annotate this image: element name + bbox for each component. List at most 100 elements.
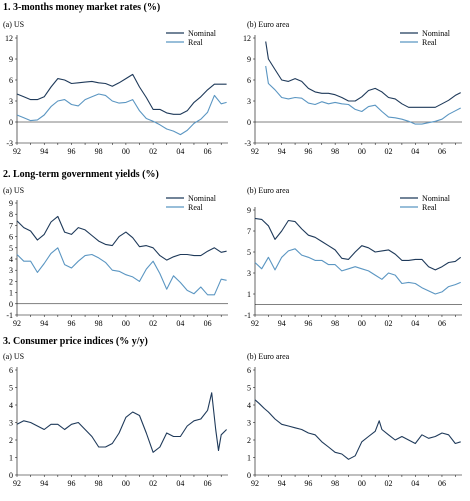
y-tick-label: -3 <box>6 139 13 148</box>
chart-panel-4: (b) Euro area -1 1 3 5 7 9 92 94 96 98 00 02 04 06 Nomi… <box>244 186 462 328</box>
x-tick-label: 00 <box>358 147 366 156</box>
x-tick-label: 92 <box>251 147 259 156</box>
x-tick-label: 04 <box>411 319 419 328</box>
series-line-real <box>16 93 227 136</box>
y-tick-label: 9 <box>9 199 13 208</box>
legend-label: Nominal <box>188 194 217 203</box>
y-tick-label: 3 <box>9 266 13 275</box>
y-tick-label: 9 <box>9 55 13 64</box>
x-tick-label: 06 <box>204 479 212 488</box>
chart-panel-3: (a) US -1 0 1 2 3 4 5 6 7 8 9 92 94 96 98 00 02 04 06 Nomina… <box>3 186 228 328</box>
x-tick-label: 06 <box>438 147 446 156</box>
chart-panel-5: (a) US 0 1 2 3 4 5 6 92 94 96 98 00 02 04 06 <box>3 352 228 488</box>
x-tick-label: 00 <box>122 319 130 328</box>
y-tick-label: 5 <box>247 384 251 393</box>
x-tick-label: 94 <box>40 147 48 156</box>
y-tick-label: 3 <box>247 419 251 428</box>
y-tick-label: 5 <box>9 384 13 393</box>
series-line-real <box>16 247 227 296</box>
x-tick-label: 92 <box>13 319 21 328</box>
y-tick-label: 8 <box>9 210 13 219</box>
y-tick-label: 2 <box>247 436 251 445</box>
x-tick-label: 94 <box>278 147 286 156</box>
y-tick-label: 1 <box>9 454 13 463</box>
x-tick-label: 00 <box>122 147 130 156</box>
series-line-real <box>265 65 461 125</box>
legend-label: Real <box>188 38 203 47</box>
x-tick-label: 06 <box>438 479 446 488</box>
y-tick-label: 0 <box>9 471 13 480</box>
y-tick-label: 4 <box>247 401 251 410</box>
panel-subtitle: (a) US <box>3 186 24 195</box>
x-tick-label: 02 <box>149 479 157 488</box>
y-tick-label: 5 <box>247 248 251 257</box>
panel-subtitle: (b) Euro area <box>247 352 290 361</box>
x-tick-label: 96 <box>67 319 75 328</box>
legend-label: Real <box>422 38 437 47</box>
legend-label: Nominal <box>422 29 451 38</box>
panel-subtitle: (a) US <box>3 20 24 29</box>
y-tick-label: -1 <box>6 311 13 320</box>
x-tick-label: 98 <box>331 147 339 156</box>
legend-label: Real <box>188 203 203 212</box>
series-line-nominal <box>16 73 227 115</box>
chart-panel-1: (a) US -3 0 3 6 9 12 92 94 96 98 00 02 04 06 NominalRea… <box>3 20 228 156</box>
x-tick-label: 00 <box>358 319 366 328</box>
y-tick-label: 12 <box>243 34 251 43</box>
x-tick-label: 00 <box>122 479 130 488</box>
series-line-nominal <box>254 217 462 271</box>
section-1-title: 1. 3-months money market rates (%) <box>3 2 161 13</box>
chart-panel-6: (b) Euro area 0 1 2 3 4 5 6 92 94 96 98 00 02 04 06 <box>247 352 462 488</box>
x-tick-label: 92 <box>13 147 21 156</box>
x-tick-label: 96 <box>67 479 75 488</box>
x-tick-label: 98 <box>95 147 103 156</box>
section-3-title: 3. Consumer price indices (% y/y) <box>3 336 148 347</box>
x-tick-label: 04 <box>176 319 184 328</box>
y-tick-label: 12 <box>5 34 13 43</box>
x-tick-label: 96 <box>304 479 312 488</box>
y-tick-label: -3 <box>244 139 251 148</box>
y-tick-label: 6 <box>247 366 251 375</box>
x-tick-label: 02 <box>385 319 393 328</box>
x-tick-label: 92 <box>251 319 259 328</box>
y-tick-label: -1 <box>244 311 251 320</box>
y-tick-label: 1 <box>9 289 13 298</box>
y-tick-label: 5 <box>9 244 13 253</box>
x-tick-label: 94 <box>278 319 286 328</box>
x-tick-label: 06 <box>204 147 212 156</box>
y-tick-label: 3 <box>9 419 13 428</box>
y-tick-label: 3 <box>247 269 251 278</box>
y-tick-label: 6 <box>247 76 251 85</box>
y-tick-label: 0 <box>247 471 251 480</box>
y-tick-label: 0 <box>9 300 13 309</box>
x-tick-label: 02 <box>385 147 393 156</box>
panel-subtitle: (b) Euro area <box>247 20 290 29</box>
y-tick-label: 4 <box>9 401 13 410</box>
x-tick-label: 06 <box>204 319 212 328</box>
x-tick-label: 98 <box>331 479 339 488</box>
x-tick-label: 96 <box>304 147 312 156</box>
series-line-nominal <box>265 41 461 108</box>
x-tick-label: 94 <box>40 479 48 488</box>
y-tick-label: 3 <box>247 97 251 106</box>
y-tick-label: 2 <box>9 436 13 445</box>
y-tick-label: 9 <box>247 55 251 64</box>
x-tick-label: 94 <box>278 479 286 488</box>
x-tick-label: 98 <box>95 319 103 328</box>
series-line-cpi <box>254 399 461 460</box>
y-tick-label: 6 <box>9 76 13 85</box>
y-tick-label: 1 <box>247 290 251 299</box>
series-line-nominal <box>16 215 227 261</box>
y-tick-label: 2 <box>9 277 13 286</box>
y-tick-label: 9 <box>247 206 251 215</box>
x-tick-label: 04 <box>411 147 419 156</box>
x-tick-label: 02 <box>385 479 393 488</box>
panel-subtitle: (a) US <box>3 352 24 361</box>
x-tick-label: 94 <box>40 319 48 328</box>
x-tick-label: 98 <box>95 479 103 488</box>
legend-label: Nominal <box>188 29 217 38</box>
legend-label: Nominal <box>422 194 451 203</box>
x-tick-label: 00 <box>358 479 366 488</box>
y-tick-label: 0 <box>9 118 13 127</box>
